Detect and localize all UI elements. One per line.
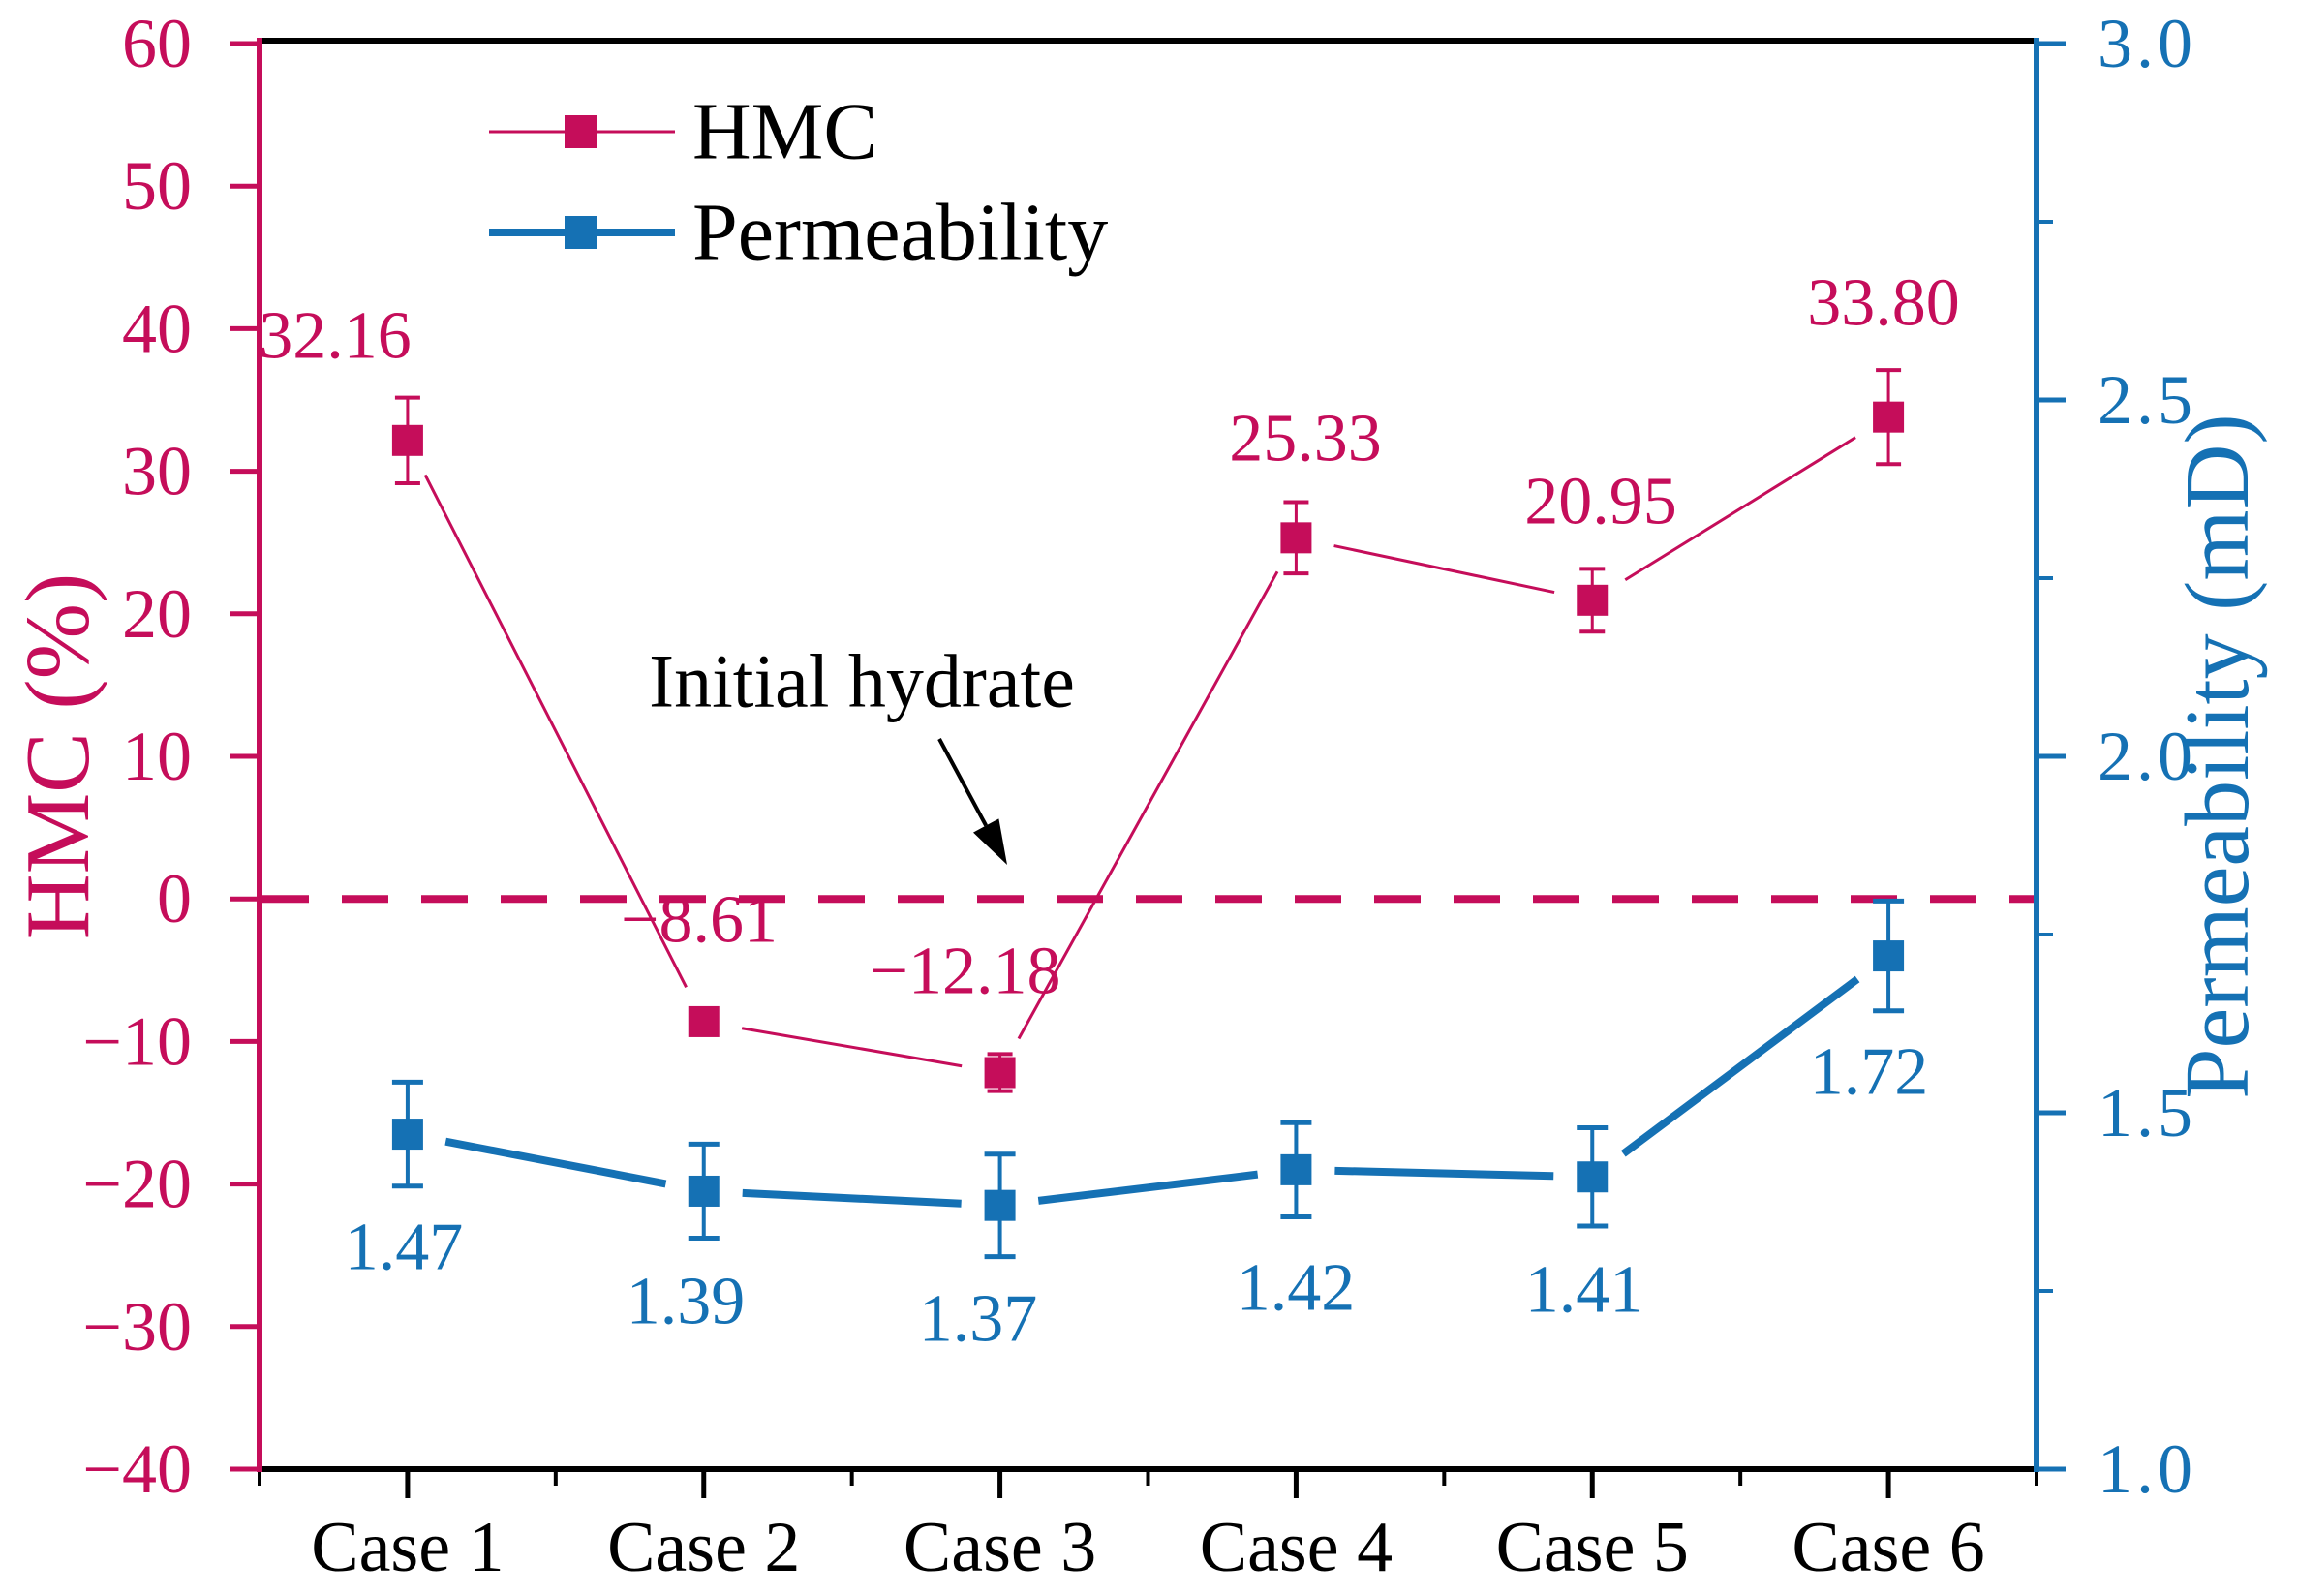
- legend-hmc-marker: [565, 115, 597, 148]
- left-axis-tick-label: 0: [157, 860, 192, 937]
- left-axis-tick-label: −30: [82, 1288, 192, 1366]
- hmc-series-line: [423, 474, 688, 988]
- right-axis-tick-label: 2.5: [2098, 361, 2196, 439]
- permeability-marker-case-1: [391, 1119, 423, 1151]
- left-axis-title: HMC (%): [8, 573, 108, 940]
- annotation-initial-hydrate: Initial hydrate: [649, 639, 1075, 723]
- left-axis-tick-label: 50: [122, 147, 192, 225]
- legend-permeability-marker: [565, 216, 597, 249]
- x-axis-tick-label: Case 2: [607, 1508, 800, 1587]
- hmc-marker-case-6: [1873, 401, 1905, 433]
- hmc-data-label: −8.61: [621, 883, 778, 958]
- legend-permeability-label: Permeability: [692, 188, 1108, 278]
- right-axis-tick-label: 1.0: [2098, 1430, 2196, 1508]
- hmc-data-label: 20.95: [1524, 465, 1677, 539]
- hmc-series-line: [1017, 570, 1279, 1040]
- hmc-data-label: 25.33: [1229, 402, 1382, 476]
- permeability-series-line: [1620, 975, 1860, 1157]
- permeability-data-label: 1.42: [1237, 1251, 1356, 1326]
- permeability-series-line: [1334, 1166, 1554, 1181]
- x-axis-tick-label: Case 3: [904, 1508, 1096, 1587]
- permeability-data-label: 1.39: [627, 1265, 746, 1339]
- left-axis-tick-label: −10: [82, 1002, 192, 1080]
- hmc-data-label: −12.18: [871, 935, 1061, 1009]
- permeability-series-line: [444, 1137, 667, 1188]
- left-axis-tick-label: −20: [82, 1146, 192, 1223]
- left-axis-tick-label: 10: [122, 718, 192, 795]
- x-axis-tick-label: Case 4: [1200, 1508, 1393, 1587]
- x-axis-tick-label: Case 6: [1792, 1508, 1984, 1587]
- right-axis-title: Permeability (mD): [2167, 414, 2268, 1098]
- permeability-marker-case-6: [1873, 940, 1905, 972]
- right-axis-tick-label: 2.0: [2098, 718, 2196, 795]
- legend-hmc-label: HMC: [692, 87, 877, 177]
- hmc-data-label: 33.80: [1807, 266, 1960, 341]
- annotation-arrow-head: [972, 818, 1007, 865]
- permeability-data-label: 1.41: [1525, 1253, 1644, 1328]
- hmc-series-line: [1333, 544, 1555, 595]
- annotation-arrow-shaft: [937, 738, 988, 827]
- permeability-data-label: 1.47: [345, 1211, 464, 1285]
- x-axis-tick-label: Case 5: [1496, 1508, 1689, 1587]
- left-axis-tick-label: 20: [122, 575, 192, 653]
- permeability-marker-case-2: [688, 1175, 720, 1207]
- permeability-series-line: [742, 1188, 962, 1208]
- left-axis-tick-label: 60: [122, 5, 192, 82]
- permeability-series-line: [1037, 1170, 1259, 1205]
- hmc-marker-case-3: [984, 1057, 1016, 1089]
- permeability-marker-case-4: [1280, 1153, 1312, 1185]
- legend: HMC Permeability: [489, 87, 1108, 278]
- left-axis-tick-label: −40: [82, 1430, 192, 1508]
- permeability-data-label: 1.37: [919, 1282, 1038, 1357]
- hmc-marker-case-4: [1280, 522, 1312, 554]
- x-axis-tick-label: Case 1: [311, 1508, 504, 1587]
- right-axis-tick-label: 1.5: [2098, 1074, 2196, 1151]
- hmc-marker-case-2: [688, 1005, 720, 1037]
- permeability-data-label: 1.72: [1810, 1035, 1929, 1110]
- hmc-series-line: [741, 1027, 963, 1068]
- hmc-data-label: 32.16: [259, 299, 412, 374]
- left-axis-tick-label: 30: [122, 433, 192, 510]
- permeability-marker-case-5: [1577, 1161, 1609, 1193]
- hmc-marker-case-5: [1577, 584, 1609, 616]
- right-axis-tick-label: 3.0: [2098, 5, 2196, 82]
- left-axis-tick-label: 40: [122, 290, 192, 367]
- hmc-marker-case-1: [391, 424, 423, 456]
- hmc-series-line: [1624, 436, 1856, 582]
- permeability-marker-case-3: [984, 1189, 1016, 1221]
